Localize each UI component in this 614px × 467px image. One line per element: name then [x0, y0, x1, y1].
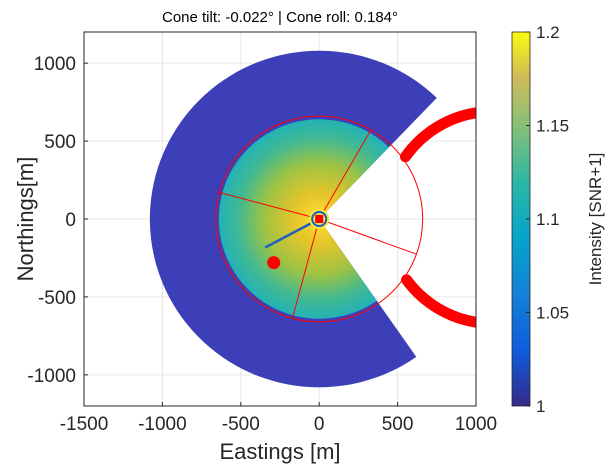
y-tick-label: -1000	[27, 366, 76, 387]
y-tick-label: 1000	[34, 54, 76, 75]
colorbar-tick-label: 1.15	[536, 117, 569, 136]
chart-title: Cone tilt: -0.022° | Cone roll: 0.184°	[162, 9, 398, 26]
x-tick-label: 500	[382, 414, 414, 435]
colorbar-tick-label: 1.2	[536, 23, 560, 42]
red-radial-line	[217, 191, 320, 220]
red-radial-line	[291, 218, 320, 319]
y-tick-label: 500	[44, 132, 76, 153]
overlay-annotations	[215, 107, 476, 328]
x-tick-label: -1500	[60, 414, 109, 435]
x-tick-label: 1000	[455, 414, 497, 435]
x-tick-label: -500	[222, 414, 260, 435]
red-radial-line	[319, 218, 417, 255]
center-red-marker	[315, 215, 324, 223]
y-tick-label: -500	[38, 288, 76, 309]
colorbar-tick-label: 1.1	[536, 210, 560, 229]
x-axis-ticks: -1500 -1000 -500 0 500 1000	[60, 402, 497, 435]
colorbar-label: Intensity [SNR+1]	[586, 153, 605, 286]
center-blue-ring	[311, 211, 328, 227]
blue-diagonal-line	[264, 217, 320, 249]
colorbar-ticks: 1.2 1.15 1.1 1.05 1	[526, 23, 569, 416]
red-radial-line	[318, 129, 372, 220]
y-axis-label: Northings[m]	[13, 157, 38, 282]
colorbar-tick-label: 1.05	[536, 304, 569, 323]
colorbar-tick-label: 1	[536, 397, 545, 416]
inner-intensity-sector	[218, 119, 389, 319]
y-axis-ticks: 1000 500 0 -500 -1000	[27, 54, 88, 387]
x-tick-label: -1000	[138, 414, 187, 435]
red-blob-marker	[267, 256, 281, 270]
red-edge-ring	[399, 107, 476, 328]
x-tick-label: 0	[314, 414, 325, 435]
red-reference-circle	[215, 115, 424, 323]
x-axis-label: Eastings [m]	[219, 439, 340, 464]
y-tick-label: 0	[65, 210, 76, 231]
